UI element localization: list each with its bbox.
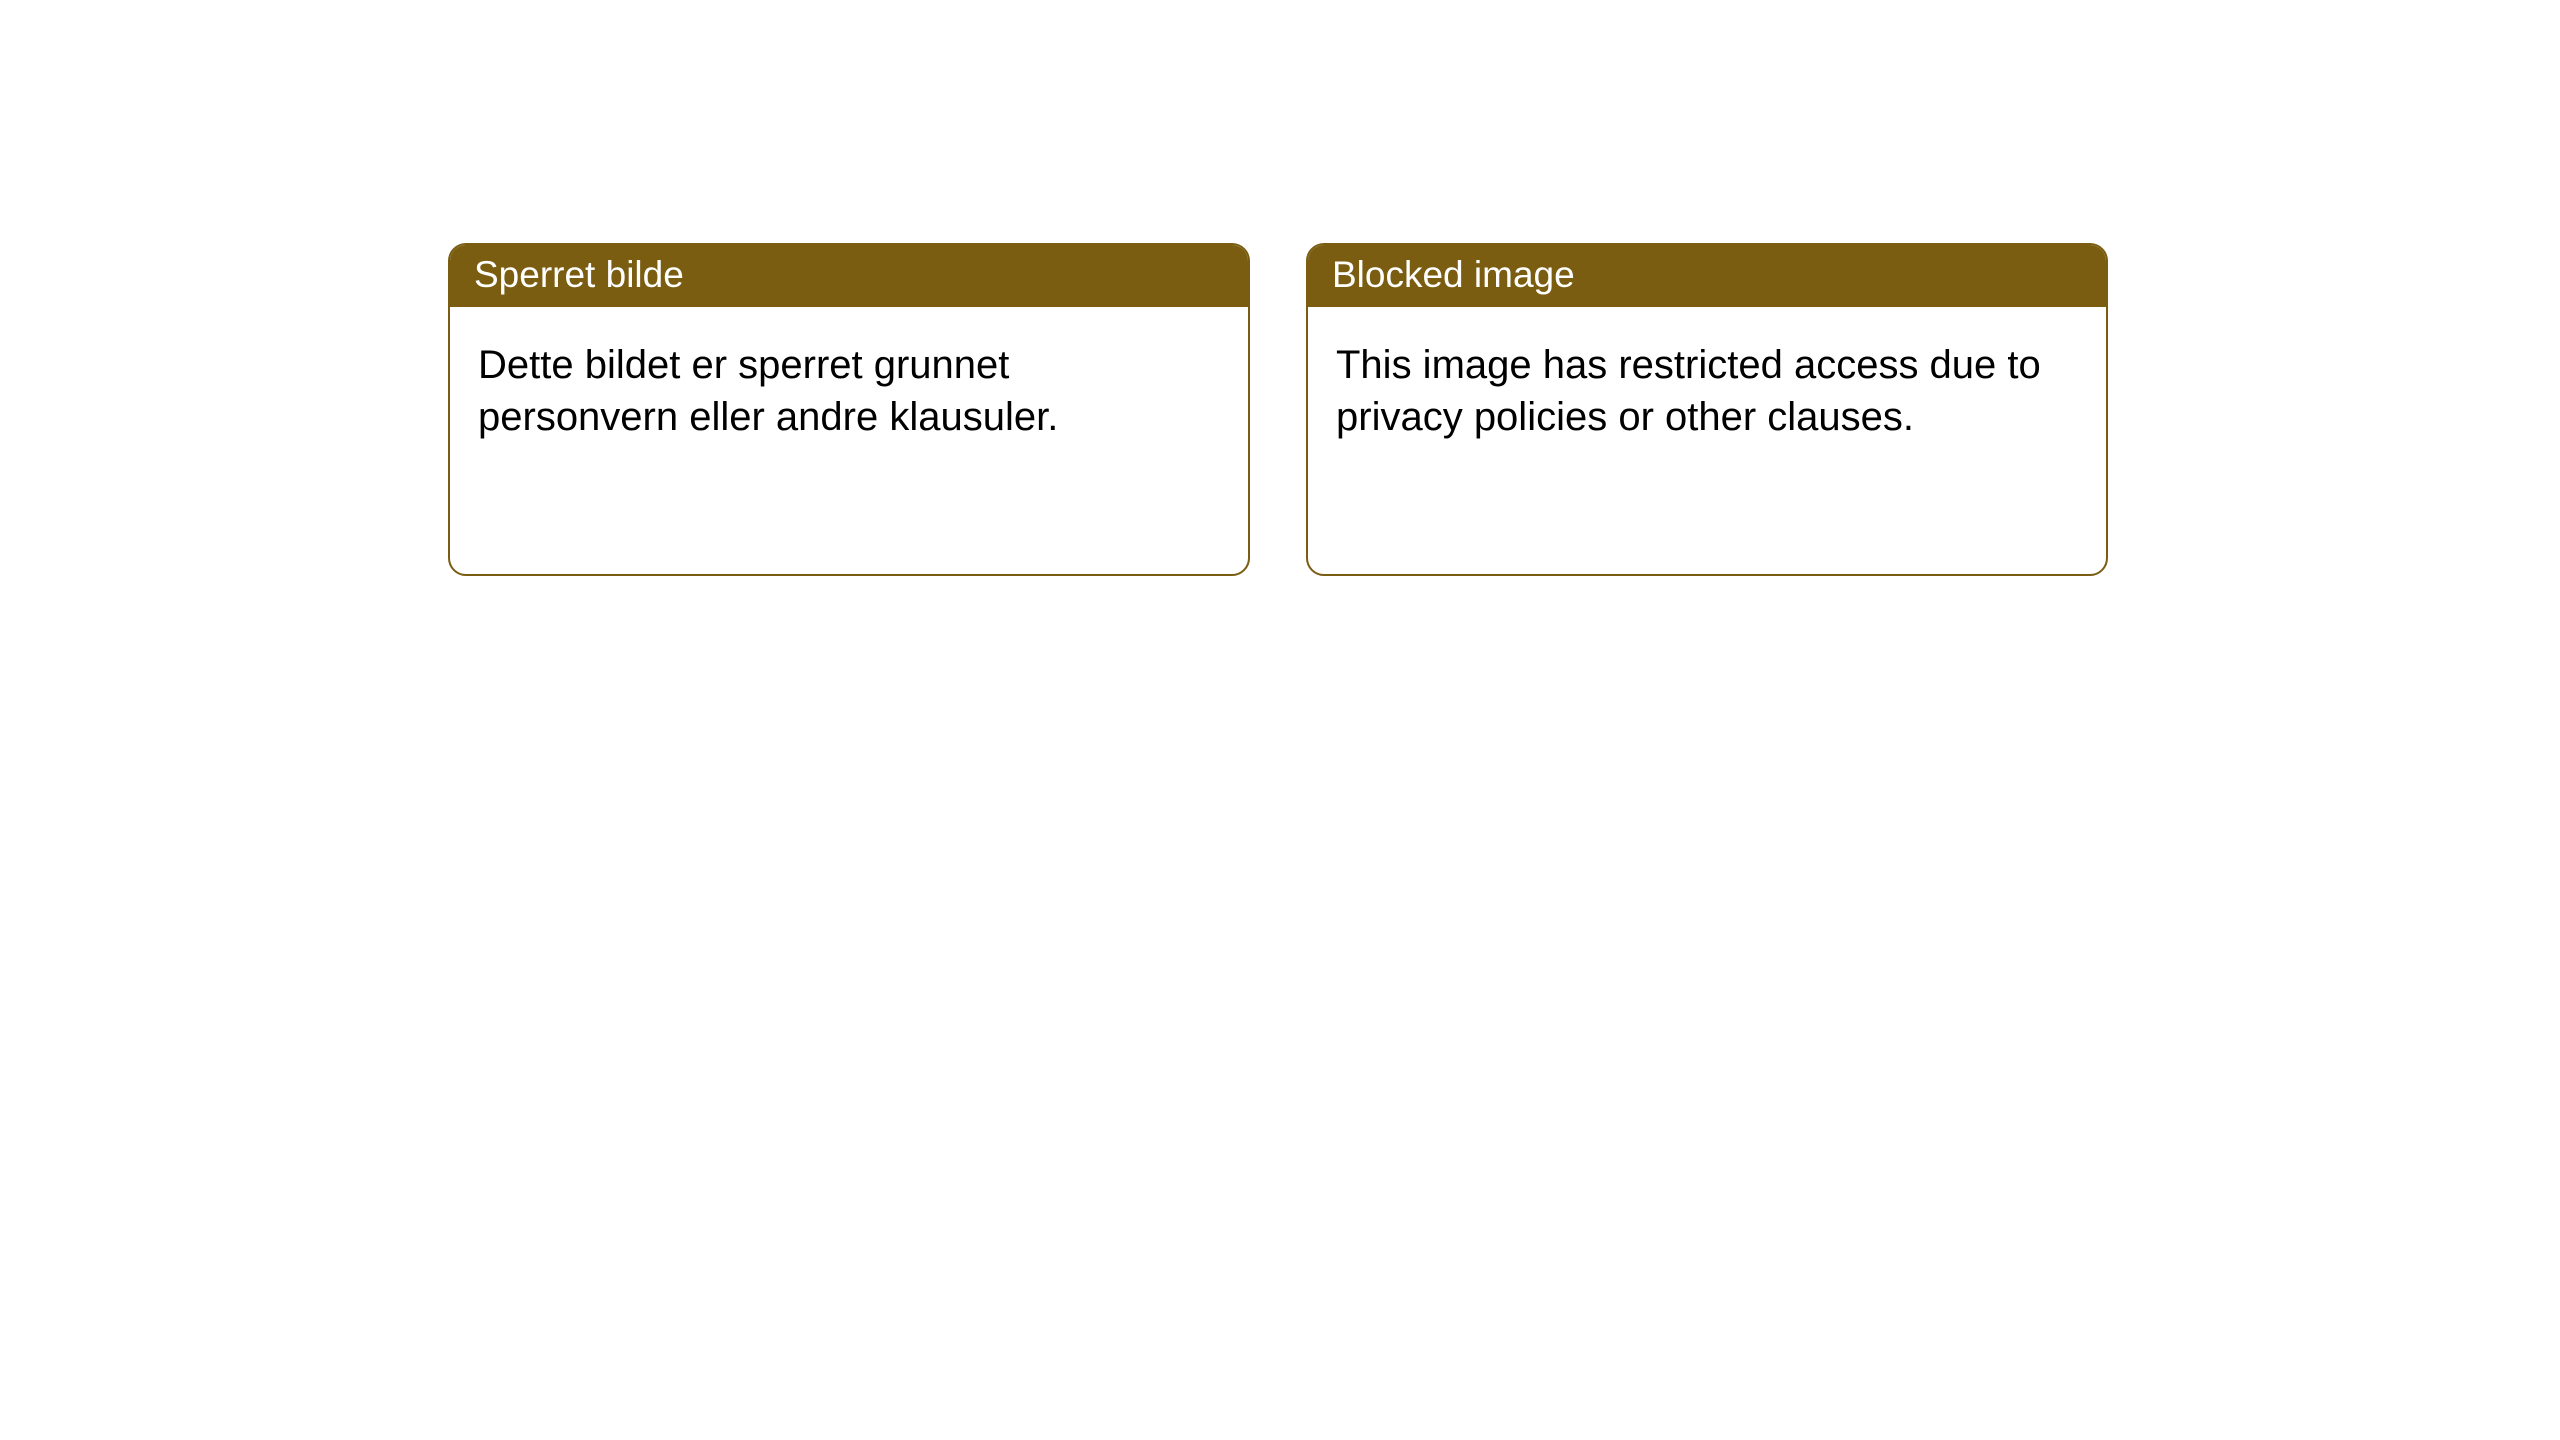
notice-card-english: Blocked image This image has restricted … (1306, 243, 2108, 576)
notice-body: Dette bildet er sperret grunnet personve… (450, 307, 1248, 475)
notice-card-norwegian: Sperret bilde Dette bildet er sperret gr… (448, 243, 1250, 576)
notice-header: Sperret bilde (450, 245, 1248, 307)
notice-header: Blocked image (1308, 245, 2106, 307)
notice-container: Sperret bilde Dette bildet er sperret gr… (0, 0, 2560, 576)
notice-body: This image has restricted access due to … (1308, 307, 2106, 475)
